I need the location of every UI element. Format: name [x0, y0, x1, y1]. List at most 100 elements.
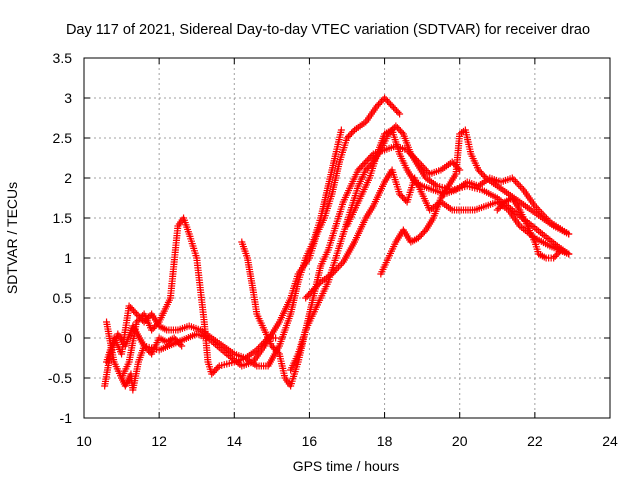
- data-point: [311, 284, 319, 292]
- data-point: [262, 336, 270, 344]
- data-point: [175, 339, 183, 347]
- series-track-5: [302, 166, 573, 302]
- data-point: [346, 131, 354, 139]
- data-point: [145, 313, 153, 321]
- x-tick-label: 12: [151, 433, 167, 449]
- data-point: [360, 160, 368, 168]
- data-point: [271, 345, 279, 353]
- data-point: [261, 337, 269, 345]
- data-point: [456, 166, 464, 174]
- data-point: [149, 324, 157, 332]
- data-point: [333, 265, 341, 273]
- data-point: [330, 268, 338, 276]
- data-point: [414, 234, 422, 242]
- y-tick-label: 3: [64, 90, 72, 106]
- data-point: [396, 127, 404, 135]
- data-point: [534, 206, 542, 214]
- y-tick-label: 0.5: [53, 290, 73, 306]
- data-point: [178, 342, 186, 350]
- data-point: [359, 161, 367, 169]
- data-point: [384, 97, 392, 105]
- y-axis-label: SDTVAR / TECUs: [4, 182, 20, 294]
- data-point: [496, 203, 504, 211]
- data-point: [397, 192, 405, 200]
- data-point: [274, 348, 282, 356]
- data-point: [140, 342, 148, 350]
- y-tick-label: -0.5: [48, 370, 72, 386]
- y-tick-label: 1: [64, 250, 72, 266]
- data-point: [176, 340, 184, 348]
- data-point: [303, 292, 311, 300]
- data-point: [554, 249, 562, 257]
- data-point: [173, 337, 181, 345]
- data-point: [476, 168, 484, 176]
- data-point: [510, 176, 518, 184]
- chart-title: Day 117 of 2021, Sidereal Day-to-day VTE…: [66, 22, 590, 38]
- x-tick-label: 10: [76, 433, 92, 449]
- data-point: [268, 342, 276, 350]
- data-point: [357, 163, 365, 171]
- x-tick-label: 16: [302, 433, 318, 449]
- series-track-8: [493, 194, 573, 262]
- data-point: [391, 105, 399, 113]
- data-point: [256, 343, 264, 351]
- plot-frame: [83, 57, 611, 419]
- data-point: [345, 132, 353, 140]
- x-tick-label: 18: [377, 433, 393, 449]
- data-point: [393, 124, 401, 132]
- data-point: [493, 206, 501, 214]
- data-point: [125, 302, 133, 310]
- data-point: [387, 100, 395, 108]
- data-point: [145, 347, 153, 355]
- data-point: [254, 344, 262, 352]
- data-point: [142, 316, 150, 324]
- data-point: [212, 365, 220, 373]
- data-point: [392, 122, 400, 130]
- data-point: [495, 204, 503, 212]
- data-point: [209, 368, 217, 376]
- x-tick-label: 20: [452, 433, 468, 449]
- data-point: [127, 304, 135, 312]
- data-point: [363, 156, 371, 164]
- data-point: [400, 195, 408, 203]
- data-point: [142, 344, 150, 352]
- data-point: [393, 107, 401, 115]
- data-point: [269, 344, 277, 352]
- data-point: [565, 230, 573, 238]
- data-point: [478, 169, 486, 177]
- data-point: [133, 310, 141, 318]
- data-point: [376, 99, 384, 107]
- y-tick-labels: -1 -0.5 0 0.5 1 1.5 2 2.5 3 3.5: [48, 50, 72, 426]
- axis-ticks: [83, 57, 611, 419]
- data-point: [424, 168, 432, 176]
- data-point: [128, 305, 136, 313]
- data-point: [143, 315, 151, 323]
- y-tick-label: 3.5: [53, 50, 73, 66]
- data-point: [336, 261, 344, 269]
- data-point: [396, 110, 404, 118]
- data-point: [137, 315, 145, 323]
- data-point: [417, 231, 425, 239]
- y-tick-label: 0: [64, 330, 72, 346]
- data-point: [334, 263, 342, 271]
- data-point: [259, 339, 267, 347]
- series-track-9: [103, 302, 280, 366]
- data-point: [356, 164, 364, 172]
- data-point: [211, 367, 219, 375]
- data-point: [208, 370, 216, 378]
- x-tick-label: 24: [602, 433, 618, 449]
- series-track-10: [118, 334, 186, 394]
- data-point: [348, 129, 356, 137]
- data-point: [479, 171, 487, 179]
- x-tick-label: 22: [527, 433, 543, 449]
- data-point: [362, 158, 370, 166]
- data-point: [498, 201, 506, 209]
- data-point: [385, 99, 393, 107]
- x-tick-labels: 10 12 14 16 18 20 22 24: [76, 433, 618, 449]
- data-point: [381, 94, 389, 102]
- data-point: [375, 100, 383, 108]
- data-point: [382, 96, 390, 104]
- data-point: [133, 318, 141, 326]
- data-point: [475, 166, 482, 174]
